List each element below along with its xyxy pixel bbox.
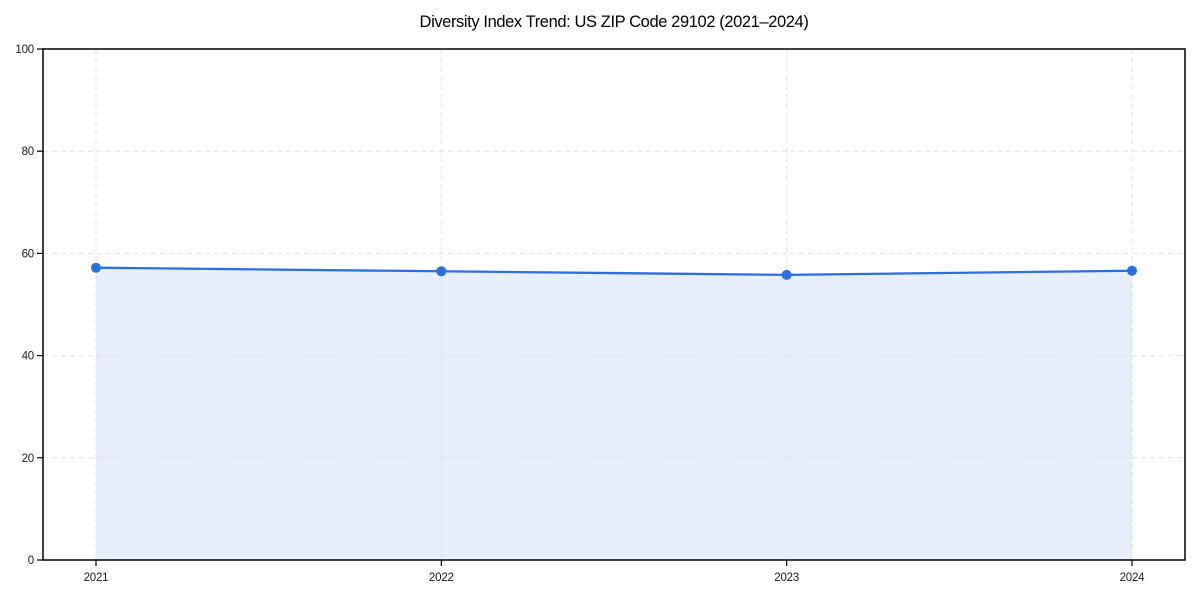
data-point-2022 — [436, 266, 447, 277]
data-point-2023 — [781, 269, 792, 280]
y-tick-label: 100 — [15, 44, 34, 56]
y-tick-label: 20 — [22, 453, 34, 465]
x-tick-label: 2023 — [774, 572, 799, 584]
plot-border — [42, 48, 1186, 561]
y-tick-label: 0 — [28, 555, 34, 567]
x-tick-label: 2022 — [429, 572, 454, 584]
x-tick-label: 2021 — [84, 572, 109, 584]
trend-line — [94, 266, 1134, 277]
data-point-2024 — [1127, 265, 1137, 276]
data-point-2021 — [91, 262, 101, 273]
y-tick-label: 80 — [22, 146, 34, 158]
y-tick-label: 60 — [22, 248, 34, 260]
y-tick-label: 40 — [22, 351, 34, 363]
x-tick-label: 2024 — [1120, 572, 1146, 584]
area-fill — [96, 267, 1132, 560]
chart-title: Diversity Index Trend: US ZIP Code 29102… — [419, 13, 809, 31]
